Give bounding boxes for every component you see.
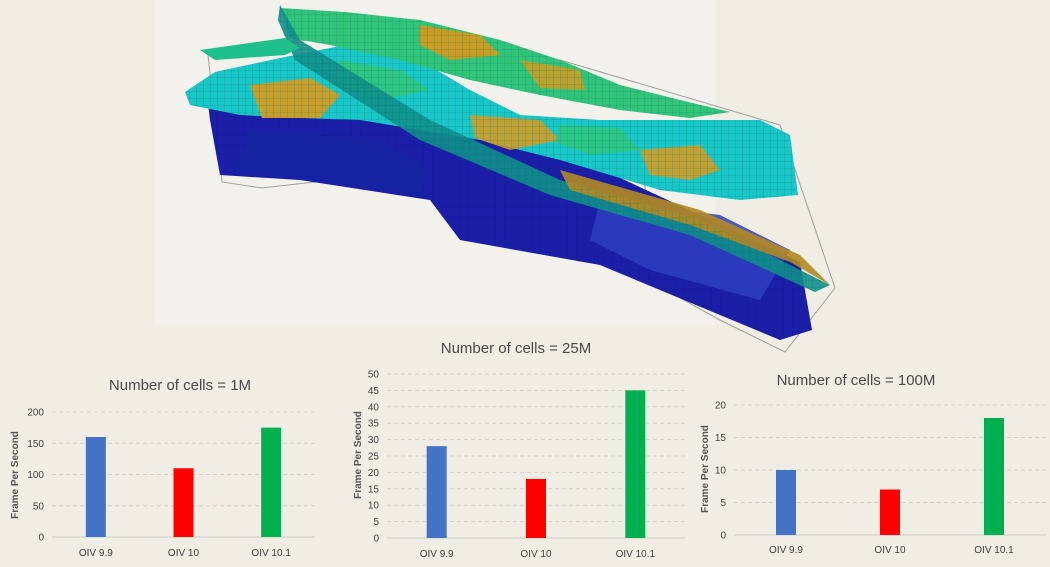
x-tick-label: OIV 10 — [520, 549, 552, 560]
y-axis-label: Frame Per Second — [10, 431, 21, 519]
chart-100m-cells: Number of cells = 100M Frame Per Second … — [700, 372, 1046, 556]
y-tick-label: 100 — [27, 470, 44, 481]
bar-oiv-9-9 — [426, 446, 447, 538]
y-tick-label: 45 — [368, 386, 380, 397]
y-tick-label: 50 — [33, 501, 45, 512]
y-tick-label: 5 — [373, 517, 379, 528]
y-tick-label: 150 — [27, 439, 44, 450]
y-tick-label: 200 — [27, 408, 44, 419]
y-tick-label: 5 — [720, 498, 726, 509]
y-tick-label: 10 — [715, 466, 727, 477]
x-tick-label: OIV 10.1 — [974, 545, 1014, 556]
bar-oiv-10 — [173, 468, 194, 537]
y-tick-label: 20 — [715, 401, 727, 412]
y-tick-label: 10 — [368, 501, 380, 512]
chart-1m-cells: Number of cells = 1M Frame Per Second 0 5… — [10, 377, 315, 559]
x-tick-label: OIV 9.9 — [420, 549, 454, 560]
bar-oiv-10 — [526, 478, 546, 538]
bar-oiv-10-1 — [261, 427, 282, 537]
y-tick-label: 15 — [715, 433, 727, 444]
y-tick-label: 20 — [368, 468, 380, 479]
x-tick-label: OIV 10 — [874, 545, 906, 556]
x-tick-label: OIV 10.1 — [251, 548, 291, 559]
chart-title: Number of cells = 100M — [777, 372, 936, 389]
x-tick-label: OIV 10.1 — [616, 549, 656, 560]
y-tick-label: 35 — [368, 419, 380, 430]
bar-oiv-10-1 — [984, 418, 1004, 535]
chart-title: Number of cells = 1M — [109, 377, 251, 394]
x-tick-label: OIV 10 — [168, 548, 200, 559]
bar-oiv-10 — [880, 489, 900, 535]
y-tick-label: 0 — [720, 531, 726, 542]
top-fault-sheet — [280, 8, 730, 118]
y-tick-label: 0 — [38, 533, 44, 544]
reservoir-model-image — [185, 5, 836, 353]
x-tick-label: OIV 9.9 — [79, 548, 113, 559]
fault-plane — [278, 5, 830, 292]
chart-title: Number of cells = 25M — [441, 340, 591, 357]
y-tick-label: 50 — [368, 370, 380, 381]
left-sheet — [200, 38, 300, 60]
y-axis-label: Frame Per Second — [353, 411, 364, 499]
y-tick-label: 30 — [368, 435, 380, 446]
y-tick-label: 25 — [368, 452, 380, 463]
bar-oiv-9-9 — [85, 437, 106, 537]
bar-oiv-9-9 — [776, 470, 796, 535]
y-tick-label: 40 — [368, 402, 380, 413]
chart-25m-cells: Number of cells = 25M Frame Per Second 0… — [353, 340, 685, 560]
x-tick-label: OIV 9.9 — [769, 545, 803, 556]
y-axis-label: Frame Per Second — [700, 425, 711, 513]
deep-blue-layers — [205, 62, 812, 340]
y-tick-label: 15 — [368, 484, 380, 495]
y-tick-label: 0 — [373, 534, 379, 545]
bar-oiv-10-1 — [625, 390, 646, 538]
